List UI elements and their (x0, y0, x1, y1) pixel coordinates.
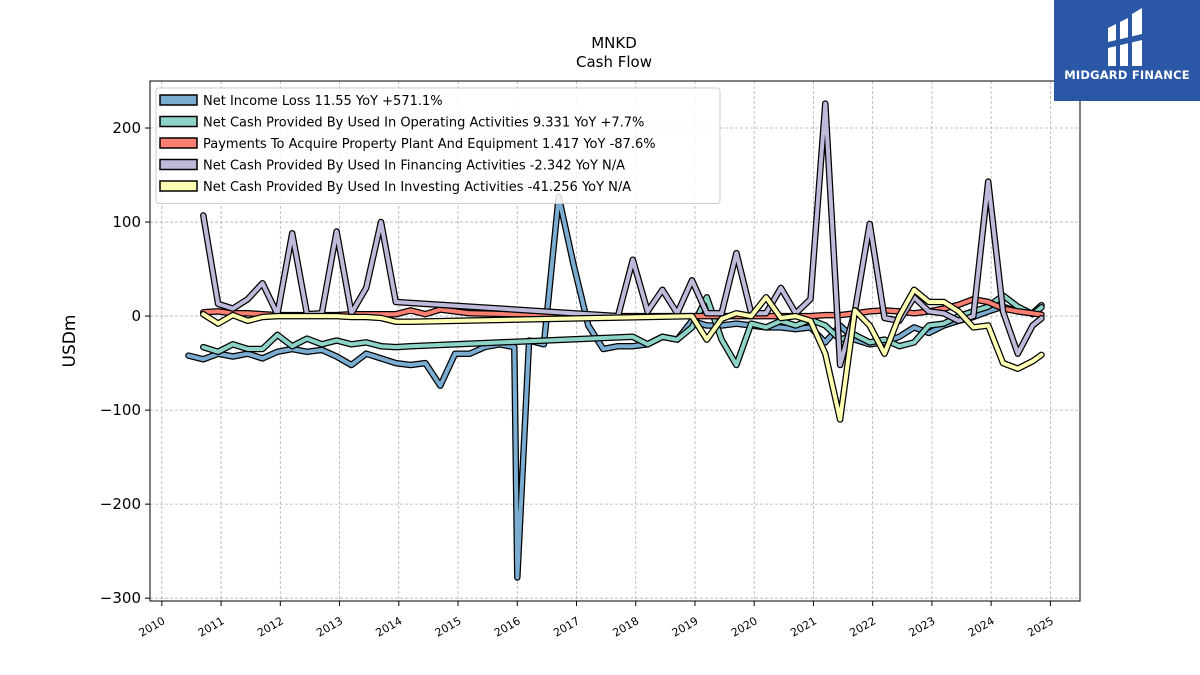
legend-swatch (159, 115, 198, 128)
x-tick-label: 2017 (551, 614, 582, 639)
y-tick-label: −100 (100, 401, 141, 419)
series-line-1 (185, 193, 1045, 581)
series-stroke (201, 287, 1044, 422)
x-tick-label: 2010 (137, 614, 168, 639)
legend-label: Net Cash Provided By Used In Financing A… (203, 159, 625, 174)
x-tick-label: 2013 (314, 614, 345, 639)
y-axis-label: USDm (60, 315, 80, 368)
x-tick-label: 2023 (907, 614, 938, 639)
legend-box (155, 87, 721, 204)
brand-name: MIDGARD FINANCE (1064, 68, 1190, 82)
series-stroke (201, 293, 1044, 367)
legend-label: Net Cash Provided By Used In Investing A… (203, 180, 631, 195)
series-line-2 (200, 292, 1045, 369)
chart-title: MNKD (591, 34, 637, 52)
legend: Net Income Loss 11.55 YoY +571.1% Net Cas… (155, 87, 721, 204)
legend-label: Net Income Loss 11.55 YoY +571.1% (203, 94, 443, 109)
x-tick-label: 2025 (1025, 614, 1056, 639)
x-tick-label: 2012 (255, 614, 286, 639)
x-tick-label: 2024 (966, 614, 997, 639)
legend-swatch (159, 158, 198, 171)
y-tick-label: −200 (100, 495, 141, 513)
legend-swatch (159, 94, 198, 106)
y-tick-label: 200 (112, 119, 141, 137)
x-tick-label: 2014 (374, 614, 405, 639)
legend-label: Payments To Acquire Property Plant And E… (203, 137, 656, 152)
x-tick-label: 2022 (847, 614, 878, 639)
x-tick-label: 2016 (492, 614, 523, 639)
x-tick-label: 2015 (433, 614, 464, 639)
series-outline (185, 193, 1045, 581)
legend-swatch (159, 180, 198, 192)
brand-logo: MIDGARD FINANCE (1054, 0, 1200, 101)
x-tick-label: 2018 (610, 614, 641, 639)
y-tick-label: −300 (100, 589, 141, 607)
y-tick-label: 0 (131, 307, 141, 325)
y-tick-label: 100 (112, 213, 141, 231)
x-tick-label: 2021 (788, 614, 819, 639)
x-tick-label: 2019 (670, 614, 701, 639)
plot-frame (149, 80, 1081, 602)
x-tick-label: 2020 (729, 614, 760, 639)
series-line-5 (200, 286, 1045, 423)
series-lines (185, 100, 1045, 581)
chart-subtitle: Cash Flow (576, 53, 652, 71)
series-stroke (186, 194, 1044, 580)
midgard-logo-icon (1108, 8, 1142, 66)
x-tick-label: 2011 (196, 614, 227, 639)
legend-label: Net Cash Provided By Used In Operating A… (203, 116, 644, 131)
legend-swatch (159, 137, 198, 149)
